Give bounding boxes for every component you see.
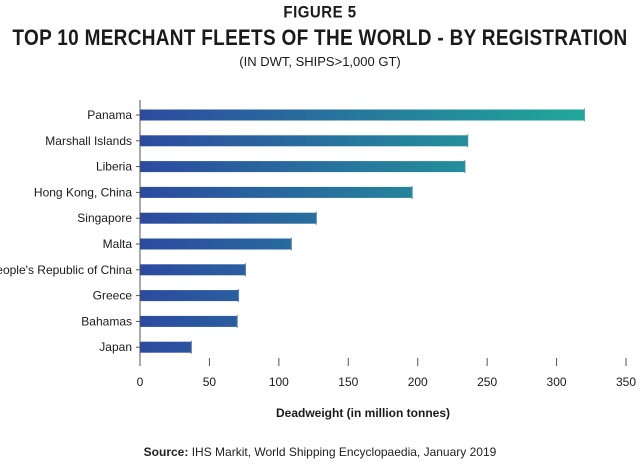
x-tick-label: 100: [269, 375, 289, 389]
bar-chart: Panama Marshall Islands Liberia Hong Kong, …: [0, 100, 636, 420]
source-note: Source: IHS Markit, World Shipping Encyc…: [0, 445, 640, 459]
y-tick-label: Liberia: [96, 160, 132, 174]
y-tick-label: Greece: [93, 289, 133, 303]
x-tick-label: 350: [616, 375, 636, 389]
bar: [140, 238, 292, 250]
source-label: Source:: [143, 445, 189, 459]
x-tick-label: 250: [477, 375, 497, 389]
y-tick-label: People's Republic of China: [0, 263, 132, 277]
bar: [140, 161, 465, 173]
x-tick-label: 150: [338, 375, 358, 389]
x-tick-label: 0: [137, 375, 144, 389]
chart-subtitle: (IN DWT, SHIPS>1,000 GT): [239, 54, 401, 69]
x-tick-label: 50: [203, 375, 217, 389]
bar: [140, 212, 317, 224]
y-tick-label: Panama: [87, 108, 132, 122]
x-tick-label: 300: [547, 375, 567, 389]
bar: [140, 264, 246, 276]
bar: [140, 315, 238, 327]
source-text: IHS Markit, World Shipping Encyclopaedia…: [191, 445, 497, 459]
bar: [140, 186, 413, 198]
y-tick-label: Singapore: [77, 211, 132, 225]
y-tick-label: Hong Kong, China: [34, 185, 132, 199]
figure-label: FIGURE 5: [283, 3, 357, 22]
x-axis-label: Deadweight (in million tonnes): [276, 406, 450, 420]
y-tick-label: Marshall Islands: [45, 134, 132, 148]
bar: [140, 135, 468, 147]
x-tick-label: 200: [408, 375, 428, 389]
chart-title: TOP 10 MERCHANT FLEETS OF THE WORLD - BY…: [12, 26, 628, 51]
y-tick-label: Malta: [103, 237, 133, 251]
bar: [140, 109, 585, 121]
y-tick-label: Bahamas: [81, 314, 132, 328]
y-tick-label: Japan: [99, 340, 132, 354]
bar: [140, 290, 239, 302]
bar: [140, 341, 192, 353]
